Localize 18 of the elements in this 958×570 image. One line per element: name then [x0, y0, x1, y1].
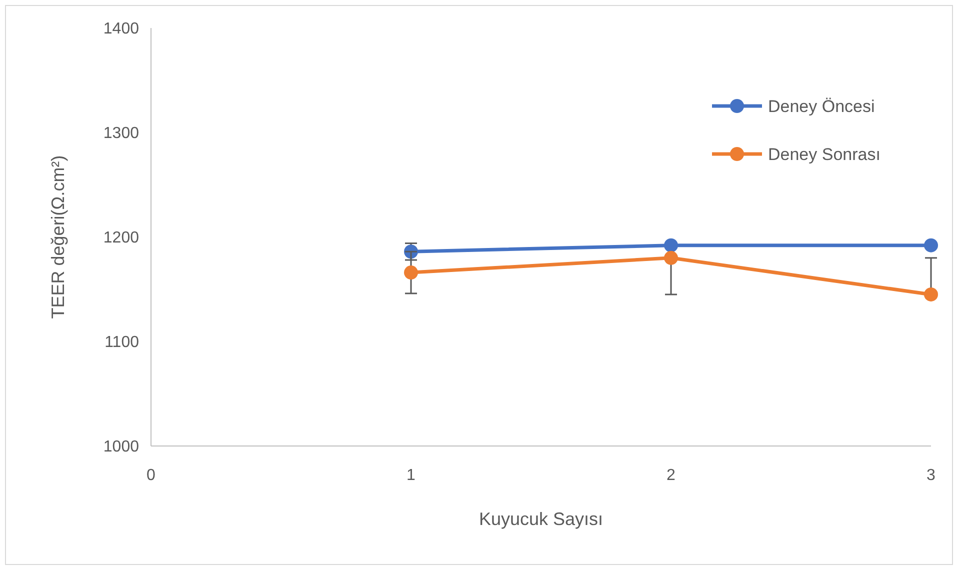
- point: [664, 238, 678, 252]
- point: [924, 238, 938, 252]
- x-tick-label: 0: [146, 467, 156, 484]
- y-tick-label: 1300: [103, 125, 140, 142]
- y-tick-label: 1100: [104, 334, 140, 352]
- legend-label: Deney Öncesi: [768, 96, 875, 116]
- y-tick-label: 1400: [103, 20, 140, 38]
- y-axis-title: TEER değeri(Ω.cm²): [48, 155, 68, 319]
- legend-label: Deney Sonrası: [768, 144, 880, 164]
- y-tick-label: 1000: [103, 438, 140, 456]
- x-axis-title: Kuyucuk Sayısı: [478, 509, 604, 529]
- x-tick-label: 3: [926, 467, 936, 484]
- point: [664, 250, 678, 265]
- y-tick-label: 1200: [103, 230, 140, 247]
- point: [924, 287, 938, 302]
- point: [404, 266, 418, 280]
- x-tick-label: 2: [666, 467, 676, 484]
- x-tick-label: 1: [406, 467, 416, 484]
